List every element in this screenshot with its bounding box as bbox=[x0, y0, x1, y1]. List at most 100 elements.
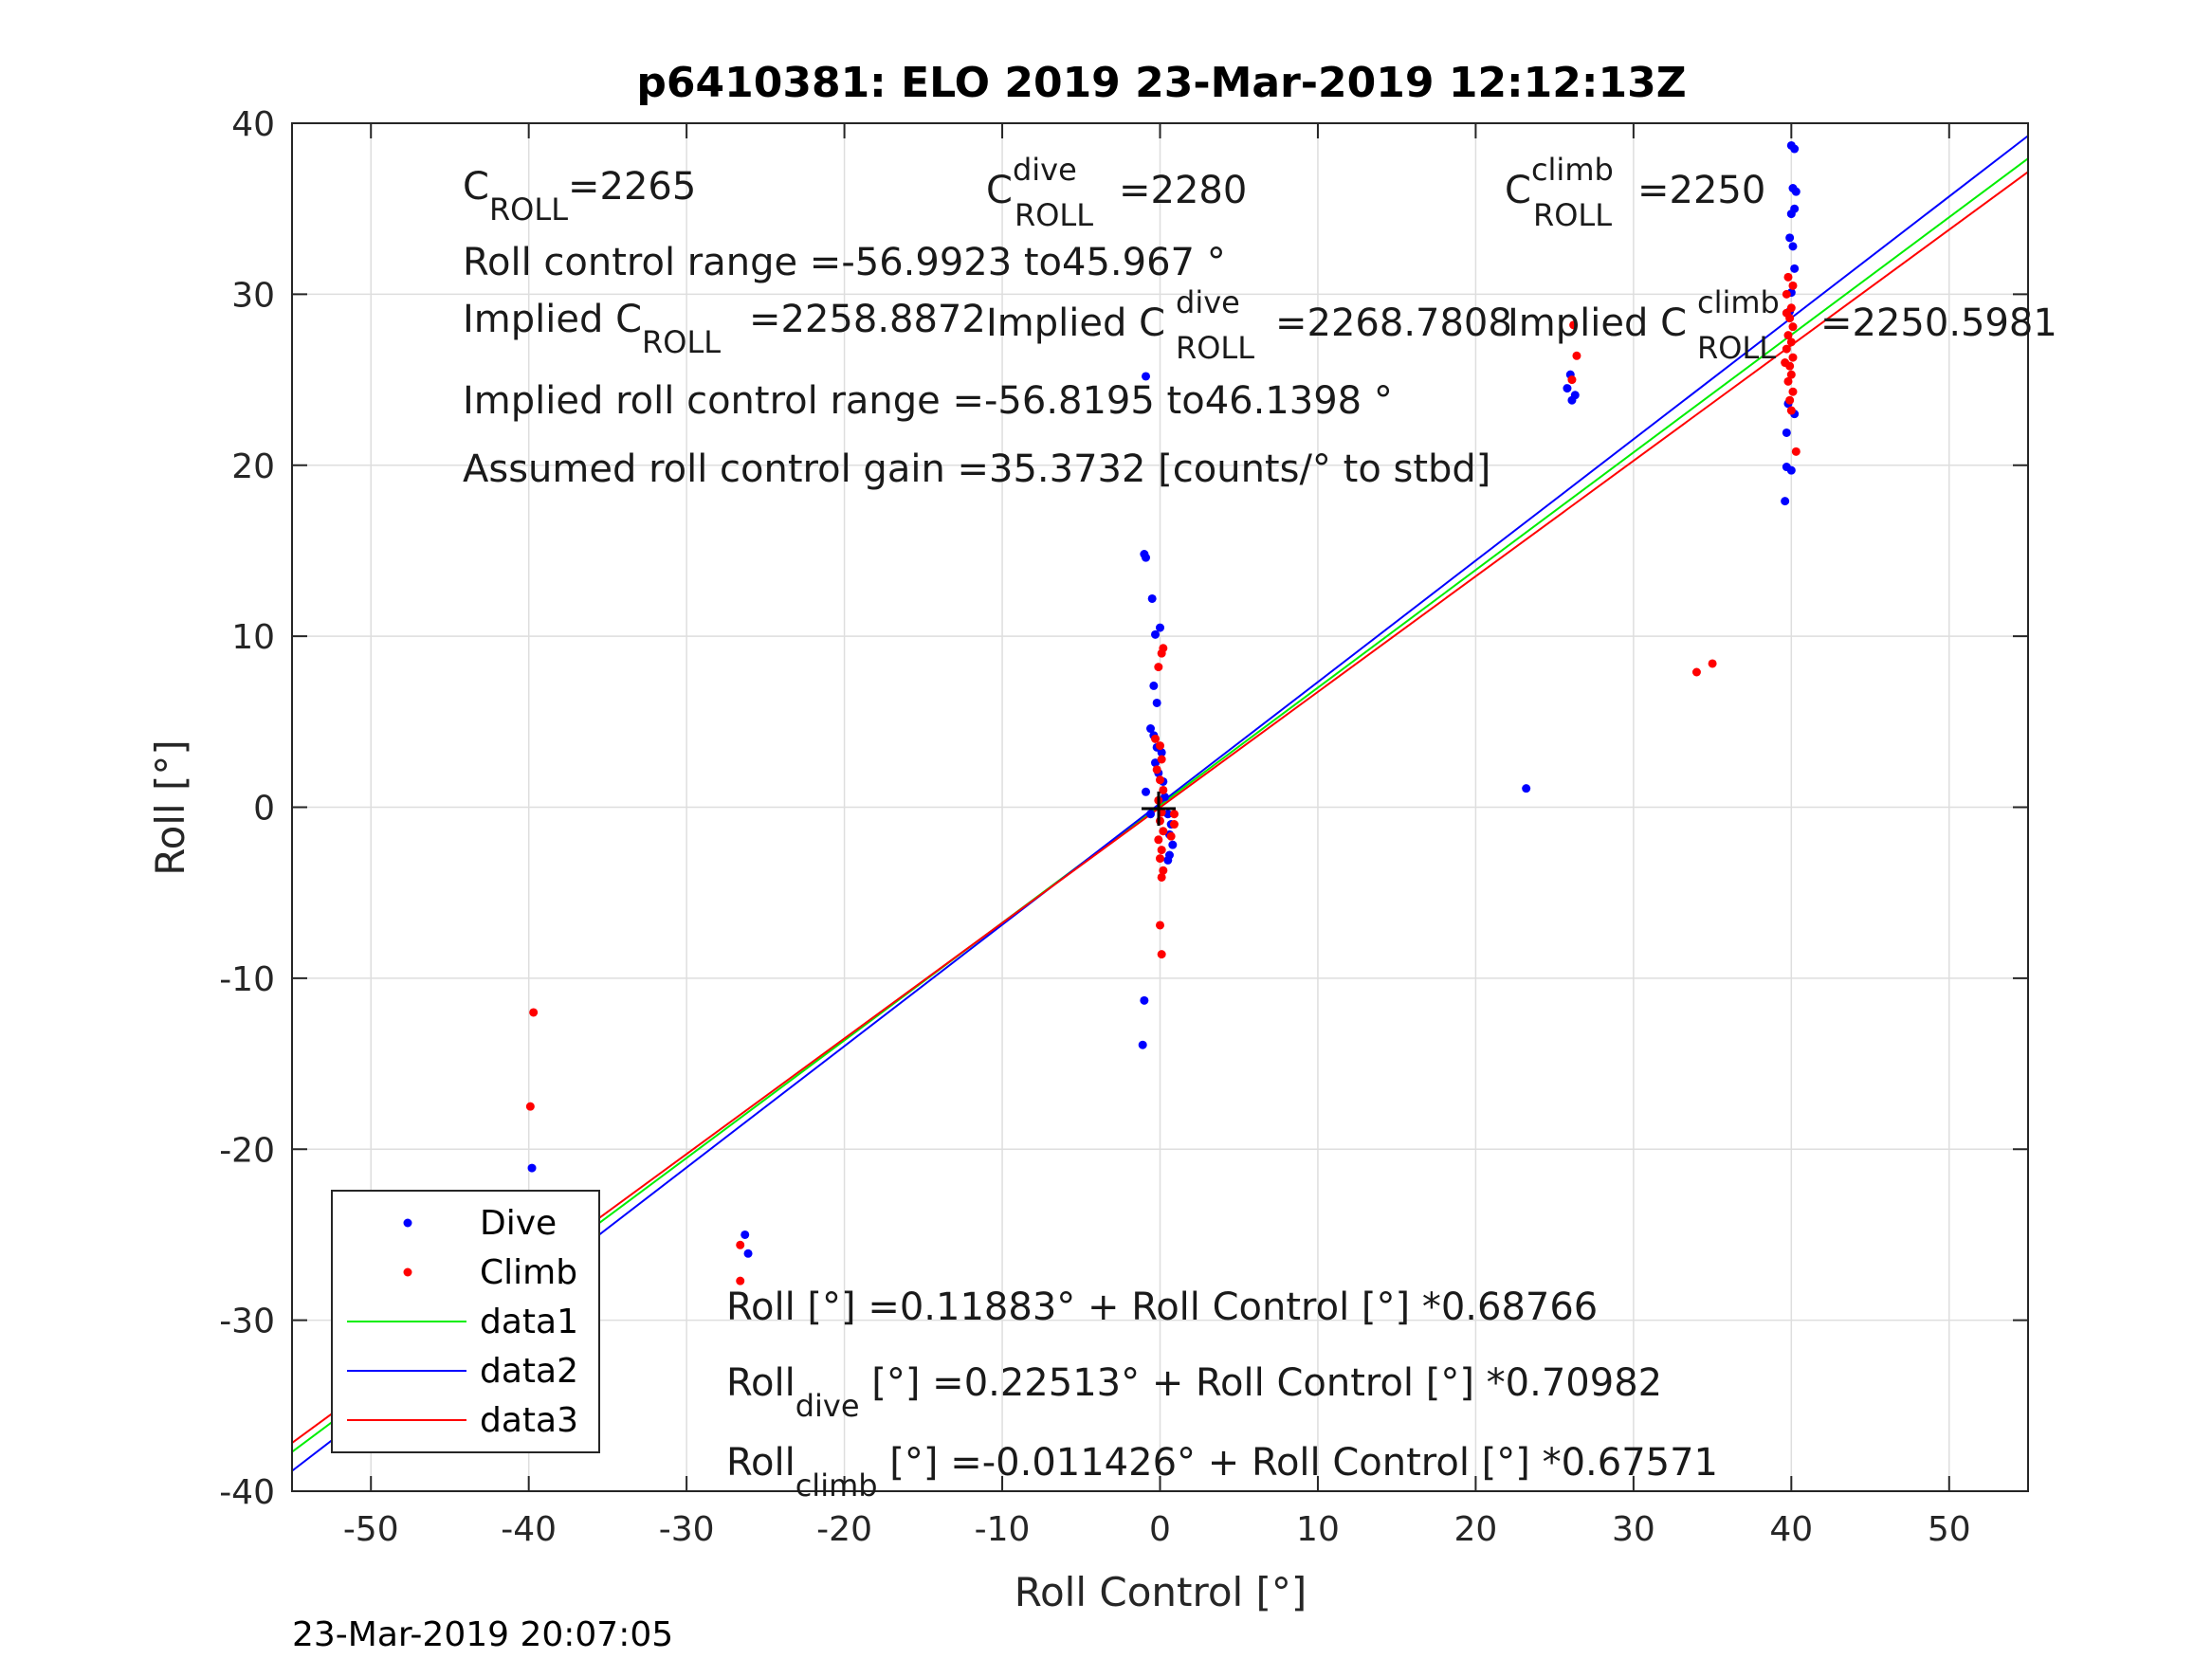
c-roll-sub: ROLL bbox=[489, 191, 568, 228]
dive-point bbox=[1570, 391, 1580, 400]
fit-dive-prefix: Roll bbox=[726, 1361, 795, 1405]
fit-climb-prefix: Roll bbox=[726, 1441, 795, 1485]
fit-dive-rest: [°] =0.22513° + Roll Control [°] *0.7098… bbox=[860, 1361, 1663, 1405]
climb-point bbox=[1169, 810, 1179, 819]
climb-point bbox=[1708, 659, 1717, 668]
roll-control-range-annotation: Roll control range =-56.9923 to45.967 ° bbox=[463, 241, 1226, 284]
climb-point bbox=[736, 1240, 745, 1249]
climb-point bbox=[1166, 831, 1176, 841]
implied-roll-control-range-annotation: Implied roll control range =-56.8195 to4… bbox=[463, 379, 1393, 423]
dive-point bbox=[1147, 593, 1157, 603]
dive-point bbox=[1152, 698, 1161, 707]
implied-c-roll-prefix: Implied C bbox=[463, 298, 642, 341]
implied-c-roll-climb-value: =2250.5981 bbox=[1820, 301, 2057, 345]
x-axis-label: Roll Control [°] bbox=[1015, 1569, 1307, 1615]
implied-c-roll-dive-sub: ROLL bbox=[1176, 330, 1254, 366]
legend-climb-marker bbox=[403, 1267, 412, 1277]
dive-point bbox=[1146, 724, 1156, 734]
dive-point bbox=[1782, 428, 1791, 437]
climb-point bbox=[1788, 387, 1798, 396]
dive-point bbox=[1168, 840, 1178, 849]
dive-point bbox=[1142, 553, 1151, 562]
c-roll-climb-sub: ROLL bbox=[1533, 197, 1612, 233]
dive-point bbox=[1786, 465, 1796, 475]
x-tick-label: -30 bbox=[659, 1510, 715, 1549]
climb-point bbox=[1156, 775, 1164, 785]
c-roll-dive-base: C bbox=[986, 169, 1013, 212]
implied-c-roll-climb-sub: ROLL bbox=[1697, 330, 1776, 366]
fit-all-annotation: Roll [°] =0.11883° + Roll Control [°] *0… bbox=[726, 1285, 1598, 1329]
climb-point bbox=[1157, 648, 1166, 658]
c-roll-dive-value: =2280 bbox=[1119, 169, 1247, 212]
legend-dive-label: Dive bbox=[480, 1204, 557, 1243]
assumed-gain-annotation: Assumed roll control gain =35.3732 [coun… bbox=[463, 447, 1490, 491]
x-tick-label: 40 bbox=[1769, 1510, 1813, 1549]
dive-point bbox=[1785, 233, 1795, 243]
climb-point bbox=[1569, 320, 1579, 330]
climb-point bbox=[1567, 375, 1577, 385]
climb-point bbox=[1782, 344, 1791, 354]
x-tick-label: 10 bbox=[1296, 1510, 1340, 1549]
dive-point bbox=[1788, 242, 1798, 251]
climb-point bbox=[1785, 395, 1795, 405]
x-tick-label: -50 bbox=[343, 1510, 399, 1549]
climb-point bbox=[1786, 406, 1796, 415]
climb-point bbox=[1151, 734, 1161, 743]
c-roll-climb-annotation: Cclimb ROLL =2250 bbox=[1505, 152, 1765, 233]
climb-point bbox=[1159, 866, 1168, 875]
dive-point bbox=[1781, 497, 1790, 506]
plot-border bbox=[291, 122, 2029, 1492]
climb-point bbox=[1783, 272, 1793, 282]
legend-data1-label: data1 bbox=[480, 1303, 578, 1341]
implied-c-roll-value: =2258.8872 bbox=[749, 298, 986, 341]
c-roll-annotation: CROLL=2265 bbox=[463, 165, 696, 228]
climb-point bbox=[1157, 872, 1166, 882]
y-tick-label: -20 bbox=[219, 1131, 275, 1170]
origin-crosshair bbox=[1142, 792, 1176, 826]
dive-point bbox=[527, 1163, 537, 1173]
x-tick-label: -40 bbox=[501, 1510, 557, 1549]
climb-point bbox=[736, 1276, 745, 1285]
c-roll-climb-sup: climb bbox=[1531, 152, 1614, 188]
climb-point bbox=[1791, 447, 1801, 456]
x-tick-label: 0 bbox=[1149, 1510, 1171, 1549]
x-tick-label: -20 bbox=[816, 1510, 872, 1549]
climb-point bbox=[1782, 289, 1791, 299]
climb-point bbox=[1572, 351, 1581, 360]
x-tick-label: 20 bbox=[1454, 1510, 1498, 1549]
dive-point bbox=[1157, 748, 1166, 757]
c-roll-dive-annotation: Cdive ROLL =2280 bbox=[986, 152, 1247, 233]
dive-point bbox=[1151, 758, 1161, 768]
dive-point bbox=[1142, 372, 1151, 381]
fit-dive-annotation: Rolldive [°] =0.22513° + Roll Control [°… bbox=[726, 1361, 1662, 1424]
implied-c-roll-climb-prefix: Implied C bbox=[1508, 301, 1687, 345]
climb-point bbox=[1788, 281, 1798, 290]
climb-point bbox=[1169, 820, 1179, 830]
c-roll-dive-sub: ROLL bbox=[1015, 197, 1093, 233]
dive-point bbox=[1142, 787, 1151, 796]
implied-c-roll-annotation: Implied CROLL =2258.8872 bbox=[463, 298, 986, 360]
chart-title: p6410381: ELO 2019 23-Mar-2019 12:12:13Z bbox=[636, 59, 1686, 107]
climb-point bbox=[1156, 854, 1164, 864]
climb-point bbox=[1782, 308, 1791, 318]
fit-climb-annotation: Rollclimb [°] =-0.011426° + Roll Control… bbox=[726, 1441, 1718, 1504]
x-tick-label: 30 bbox=[1612, 1510, 1655, 1549]
x-tick-label: -10 bbox=[975, 1510, 1031, 1549]
y-tick-label: -40 bbox=[219, 1473, 275, 1512]
c-roll-dive-sup: dive bbox=[1013, 152, 1077, 188]
y-tick-label: 30 bbox=[231, 276, 275, 315]
legend-dive-marker bbox=[403, 1218, 412, 1228]
climb-point bbox=[529, 1008, 539, 1017]
generated-timestamp: 23-Mar-2019 20:07:05 bbox=[292, 1615, 673, 1654]
y-axis-label: Roll [°] bbox=[147, 739, 193, 875]
climb-point bbox=[1156, 921, 1164, 930]
climb-point bbox=[1786, 337, 1796, 347]
dive-point bbox=[740, 1230, 750, 1239]
climb-point bbox=[1154, 835, 1163, 845]
fit-dive-sub: dive bbox=[795, 1388, 860, 1424]
dive-point bbox=[1146, 810, 1156, 819]
climb-point bbox=[1783, 331, 1793, 340]
c-roll-climb-base: C bbox=[1505, 169, 1531, 212]
implied-c-roll-climb-sup: climb bbox=[1697, 284, 1780, 320]
implied-c-roll-climb-annotation: Implied C climb ROLL =2250.5981 bbox=[1508, 284, 2057, 366]
